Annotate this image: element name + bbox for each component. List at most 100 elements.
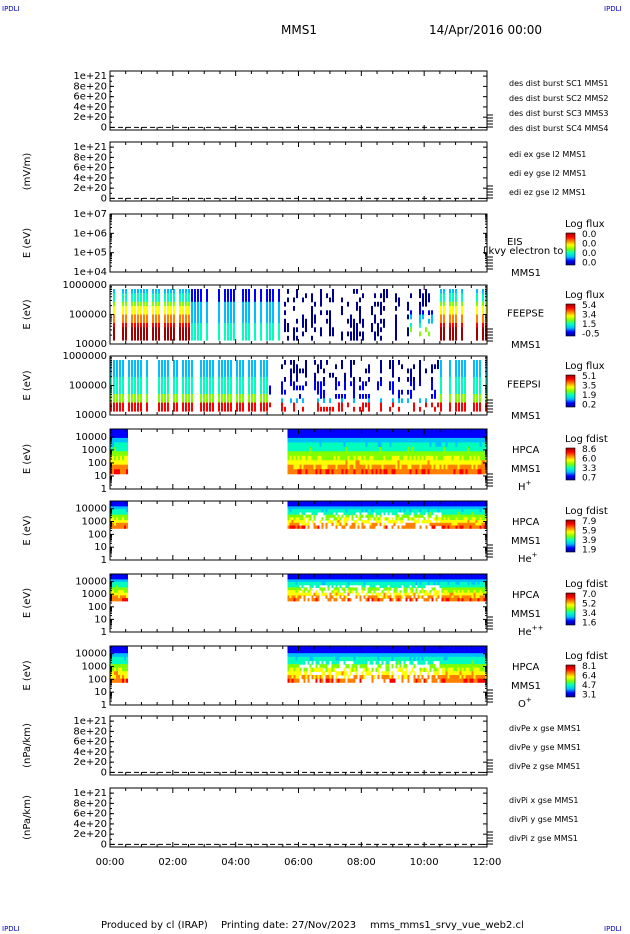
spectrogram-cell bbox=[367, 446, 370, 452]
spectrogram-cell bbox=[301, 582, 304, 586]
spectrogram-cell bbox=[391, 433, 394, 439]
spectrogram-cell bbox=[461, 314, 463, 320]
spectrogram-cell bbox=[389, 520, 392, 524]
spectrogram-cell bbox=[182, 301, 184, 307]
spectrogram-cell bbox=[297, 595, 300, 599]
spectrogram-cell bbox=[369, 437, 372, 443]
spectrogram-cell bbox=[405, 584, 408, 588]
spectrogram-cell bbox=[351, 460, 354, 466]
spectrogram-cell bbox=[266, 394, 268, 399]
spectrogram-cell bbox=[320, 293, 322, 299]
spectrogram-cell bbox=[353, 503, 356, 507]
spectrogram-cell bbox=[173, 306, 175, 311]
spectrogram-cell bbox=[299, 582, 302, 586]
spectrogram-cell bbox=[311, 576, 314, 580]
spectrogram-cell bbox=[301, 576, 304, 580]
spectrogram-cell bbox=[323, 429, 326, 435]
colorbar-tick-label: 1.9 bbox=[582, 546, 597, 556]
spectrogram-cell bbox=[367, 429, 370, 435]
spectrogram-cell bbox=[289, 595, 292, 599]
spectrogram-cell bbox=[369, 455, 372, 461]
spectrogram-cell bbox=[143, 314, 145, 320]
spectrogram-cell bbox=[353, 455, 356, 461]
spectrogram-cell bbox=[361, 576, 364, 580]
spectrogram-cell bbox=[423, 469, 426, 475]
spectrogram-cell bbox=[140, 314, 142, 320]
spectrogram-cell bbox=[351, 511, 354, 516]
spectrogram-cell bbox=[325, 574, 328, 578]
spectrogram-cell bbox=[395, 331, 397, 337]
spectrogram-cell bbox=[224, 372, 226, 378]
spectrogram-cell bbox=[122, 306, 124, 311]
spectrogram-cell bbox=[158, 402, 160, 408]
spectrogram-cell bbox=[230, 289, 232, 294]
spectrogram-cell bbox=[206, 364, 208, 370]
spectrogram-cell bbox=[411, 437, 414, 443]
spectrogram-cell bbox=[359, 442, 362, 448]
spectrogram-cell bbox=[248, 368, 250, 374]
spectrogram-cell bbox=[203, 394, 205, 399]
spectrogram-cell bbox=[457, 442, 460, 448]
spectrogram-cell bbox=[411, 464, 414, 470]
spectrogram-cell bbox=[323, 368, 325, 374]
spectrogram-cell bbox=[449, 368, 451, 374]
spectrogram-cell bbox=[419, 509, 422, 513]
spectrogram-cell bbox=[266, 306, 268, 311]
spectrogram-cell bbox=[479, 406, 481, 412]
spectrogram-cell bbox=[479, 511, 482, 516]
spectrogram-cell bbox=[389, 437, 392, 443]
spectrogram-cell bbox=[239, 377, 241, 382]
spectrogram-cell bbox=[137, 327, 139, 333]
spectrogram-cell bbox=[361, 455, 364, 461]
spectrogram-cell bbox=[266, 364, 268, 370]
spectrogram-cell bbox=[440, 394, 442, 399]
spectrogram-cell bbox=[191, 389, 193, 395]
spectrogram-cell bbox=[327, 503, 330, 507]
spectrogram-cell bbox=[146, 389, 148, 395]
spectrogram-cell bbox=[443, 327, 445, 333]
spectrogram-cell bbox=[439, 503, 442, 507]
spectrogram-cell bbox=[134, 398, 136, 404]
spectrogram-cell bbox=[122, 368, 124, 374]
spectrogram-cell bbox=[242, 402, 244, 408]
spectrogram-cell bbox=[188, 331, 190, 337]
spectrogram-cell bbox=[118, 574, 120, 578]
spectrogram-cell bbox=[447, 525, 450, 529]
spectrogram-cell bbox=[289, 429, 292, 435]
spectrogram-cell bbox=[212, 368, 214, 374]
spectrogram-cell bbox=[479, 394, 481, 399]
spectrogram-cell bbox=[203, 385, 205, 391]
spectrogram-cell bbox=[363, 464, 366, 470]
spectrogram-cell bbox=[122, 469, 124, 475]
spectrogram-cell bbox=[305, 464, 308, 470]
spectrogram-cell bbox=[439, 442, 442, 448]
spectrogram-cell bbox=[381, 590, 384, 594]
spectrogram-cell bbox=[377, 598, 380, 602]
spectrogram-cell bbox=[321, 451, 324, 457]
spectrogram-cell bbox=[425, 402, 427, 408]
spectrogram-cell bbox=[475, 514, 478, 518]
y-tick-label: 0 bbox=[101, 193, 107, 204]
spectrogram-cell bbox=[305, 293, 307, 299]
spectrogram-cell bbox=[461, 377, 463, 382]
spectrogram-cell bbox=[453, 511, 456, 516]
spectrogram-cell bbox=[477, 437, 480, 443]
spectrogram-cell bbox=[263, 372, 265, 378]
spectrogram-cell bbox=[407, 517, 410, 521]
spectrogram-cell bbox=[113, 381, 115, 387]
spectrogram-cell bbox=[203, 372, 205, 378]
spectrogram-cell bbox=[383, 511, 386, 516]
spectrogram-cell bbox=[365, 368, 367, 374]
spectrogram-cell bbox=[368, 406, 370, 412]
spectrogram-cell bbox=[367, 520, 370, 524]
spectrogram-cell bbox=[459, 525, 462, 529]
spectrogram-cell bbox=[176, 360, 178, 365]
spectrogram-cell bbox=[203, 377, 205, 382]
spectrogram-cell bbox=[369, 525, 372, 529]
spectrogram-cell bbox=[379, 598, 382, 602]
spectrogram-cell bbox=[331, 451, 334, 457]
spectrogram-cell bbox=[422, 293, 424, 299]
spectrogram-cell bbox=[469, 437, 472, 443]
spectrogram-cell bbox=[327, 437, 330, 443]
y-tick-label: 2e+20 bbox=[73, 183, 107, 194]
